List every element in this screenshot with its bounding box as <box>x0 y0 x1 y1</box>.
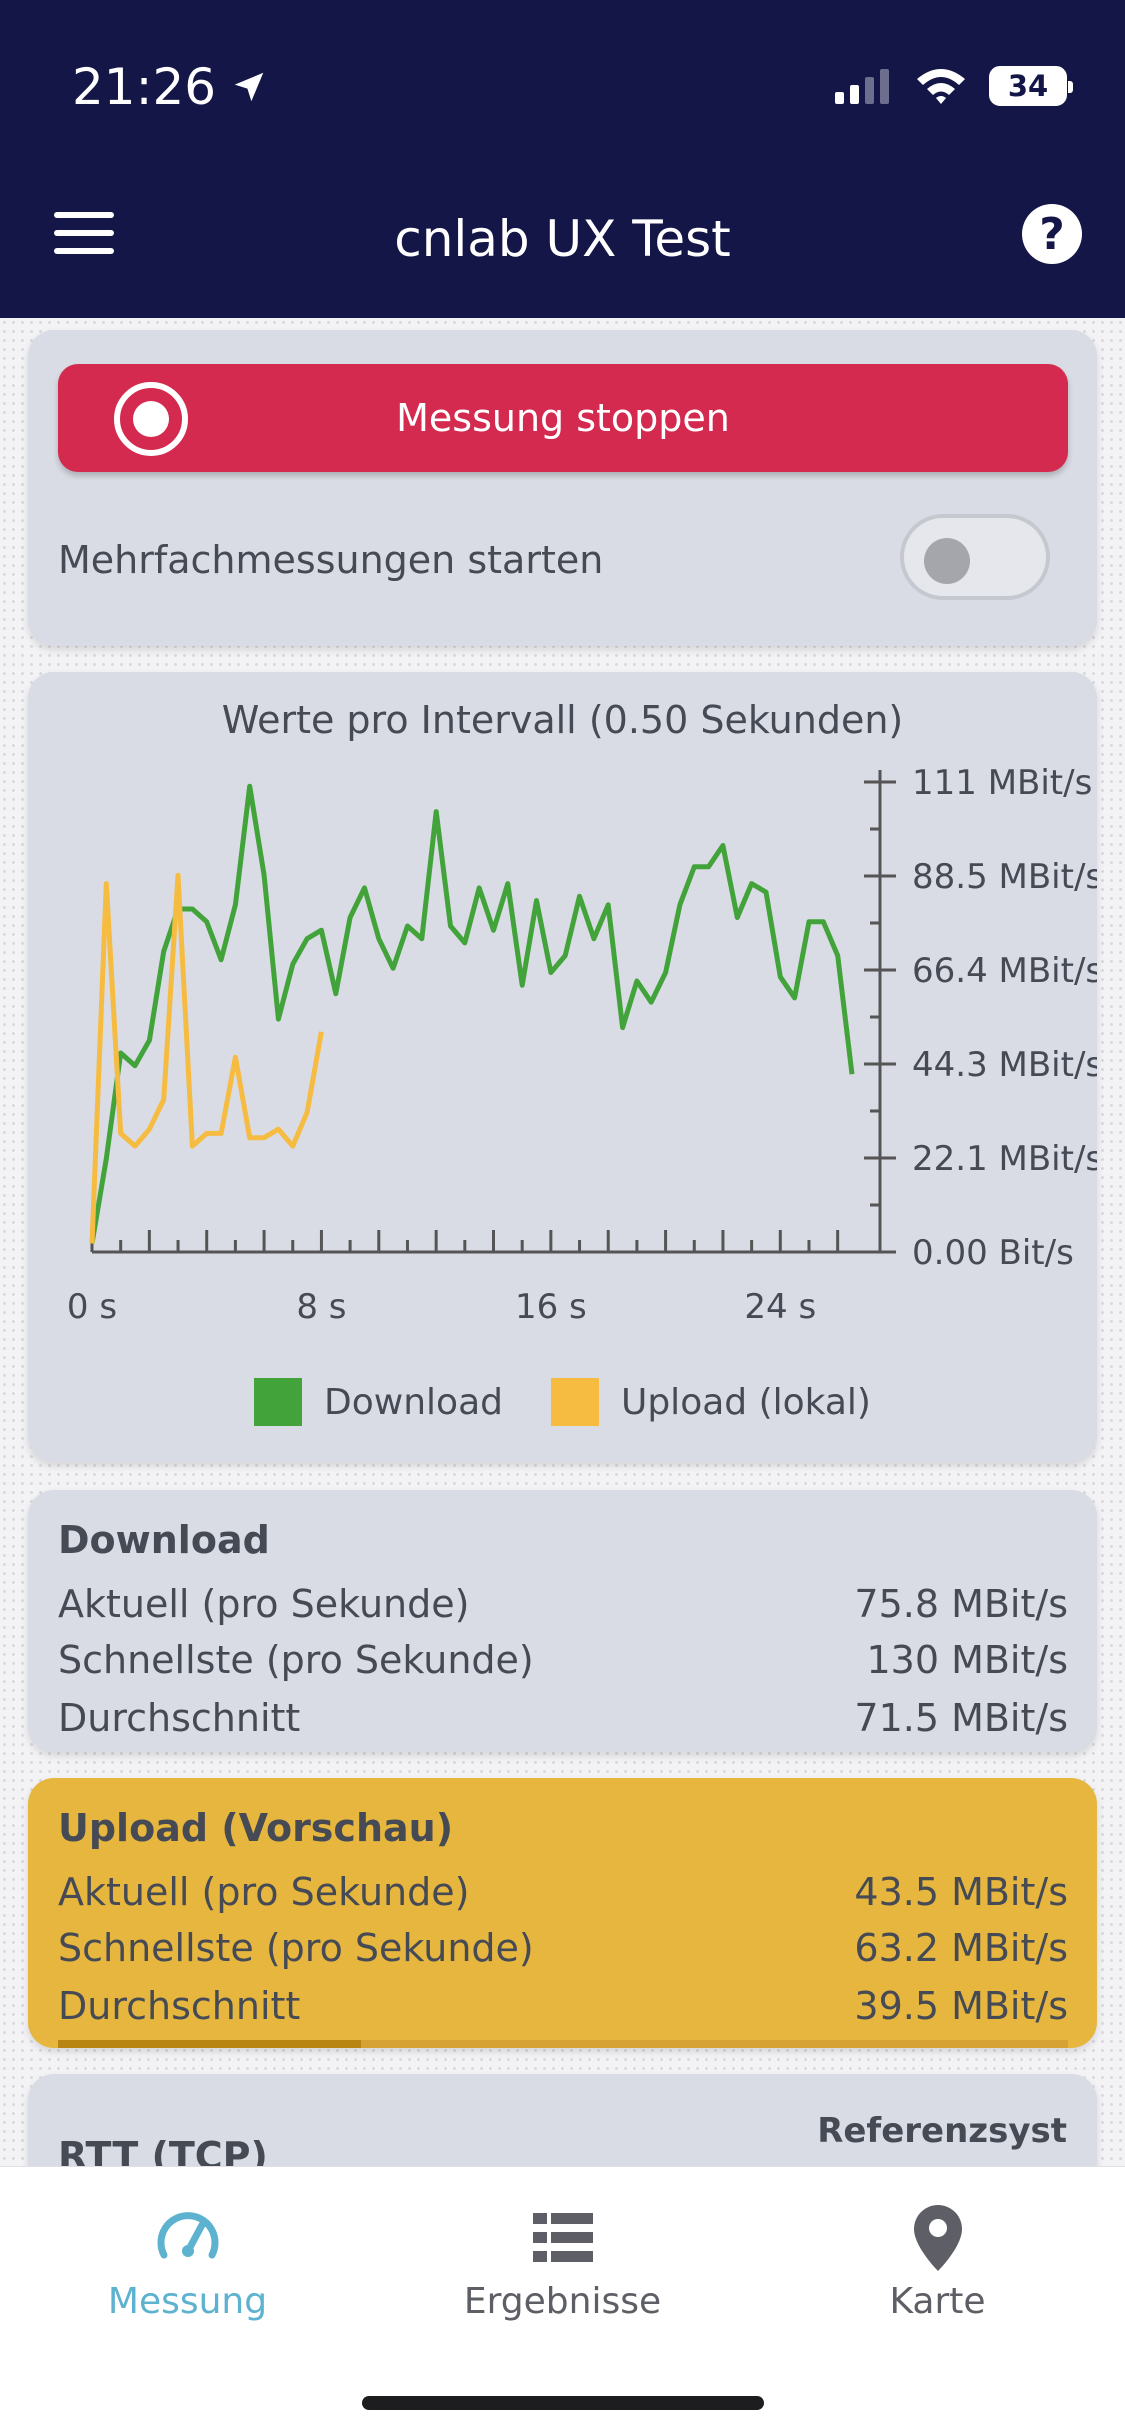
download-average-row: Durchschnitt 71.5 MBit/s <box>58 1696 1068 1740</box>
download-title: Download <box>58 1518 270 1562</box>
upload-progress-fill <box>58 2040 361 2048</box>
download-fastest-row: Schnellste (pro Sekunde) 130 MBit/s <box>58 1638 1068 1682</box>
legend-download-swatch <box>254 1378 303 1426</box>
tab-messung-label: Messung <box>107 2281 268 2322</box>
y-tick-label: 88.5 MBit/s <box>912 857 1097 897</box>
help-icon[interactable]: ? <box>1022 204 1082 264</box>
upload-stats-card: Upload (Vorschau) Aktuell (pro Sekunde) 4… <box>28 1778 1097 2048</box>
chart-title: Werte pro Intervall (0.50 Sekunden) <box>221 698 904 742</box>
y-tick-label: 44.3 MBit/s <box>912 1045 1097 1085</box>
menu-icon[interactable] <box>54 212 114 256</box>
stop-measurement-button[interactable]: Messung stoppen <box>58 364 1068 472</box>
download-stats-card: Download Aktuell (pro Sekunde) 75.8 MBit/… <box>28 1490 1097 1752</box>
speedometer-icon <box>157 2212 218 2259</box>
cellular-signal-icon <box>835 69 889 104</box>
x-tick-label: 16 s <box>515 1287 587 1327</box>
multi-measurement-label: Mehrfachmessungen starten <box>58 538 604 582</box>
record-icon <box>114 382 188 456</box>
y-tick-label: 0.00 Bit/s <box>912 1233 1074 1273</box>
throughput-chart: 0 s 8 s 16 s 24 s 0.00 Bit/s 22.1 MBit/s 44.3 … <box>67 763 1097 1327</box>
app-title: cnlab UX Test <box>394 210 731 268</box>
legend-upload-swatch <box>550 1378 599 1426</box>
y-tick-label: 111 MBit/s <box>912 763 1092 803</box>
measurement-control-card: Messung stoppen Mehrfachmessungen starte… <box>28 330 1097 646</box>
upload-average-row: Durchschnitt 39.5 MBit/s <box>58 1984 1068 2028</box>
upload-current-row: Aktuell (pro Sekunde) 43.5 MBit/s <box>58 1870 1068 1914</box>
legend-download: Download <box>254 1378 503 1426</box>
toggle-knob <box>924 538 970 584</box>
location-arrow-icon <box>234 72 264 102</box>
wifi-icon <box>917 69 965 104</box>
multi-measurement-toggle[interactable] <box>900 514 1050 600</box>
map-pin-icon <box>913 2205 962 2271</box>
upload-fastest-row: Schnellste (pro Sekunde) 63.2 MBit/s <box>58 1926 1068 1970</box>
app-header: 21:26 34 cnlab UX Test ? <box>0 0 1125 318</box>
series-line-0 <box>89 783 855 1244</box>
x-tick-label: 0 s <box>67 1287 117 1327</box>
list-icon <box>532 2213 593 2262</box>
legend-upload: Upload (lokal) <box>550 1378 871 1426</box>
tab-messung[interactable]: Messung <box>0 2201 375 2322</box>
series-line-1 <box>89 872 324 1244</box>
status-bar-time: 21:26 <box>72 58 268 116</box>
tab-ergebnisse[interactable]: Ergebnisse <box>375 2201 750 2322</box>
battery-icon: 34 <box>989 66 1073 106</box>
chart-card: Werte pro Intervall (0.50 Sekunden) 0 s 8… <box>28 672 1097 1462</box>
x-tick-label: 24 s <box>744 1287 816 1327</box>
reference-system-label: Referenzsystem <box>817 2111 1067 2197</box>
y-tick-label: 66.4 MBit/s <box>912 951 1097 991</box>
upload-title: Upload (Vorschau) <box>58 1806 454 1850</box>
upload-progress-bar <box>58 2040 1068 2048</box>
tab-karte-label: Karte <box>889 2281 986 2322</box>
tab-karte[interactable]: Karte <box>750 2201 1125 2322</box>
status-bar-icons: 34 <box>833 66 1073 106</box>
y-tick-label: 22.1 MBit/s <box>912 1139 1097 1179</box>
download-current-row: Aktuell (pro Sekunde) 75.8 MBit/s <box>58 1582 1068 1626</box>
bottom-tab-bar: Messung Ergebnisse Karte <box>0 2166 1125 2436</box>
x-tick-label: 8 s <box>296 1287 346 1327</box>
tab-ergebnisse-label: Ergebnisse <box>463 2281 662 2322</box>
chart-legend: Download Upload (lokal) <box>28 1378 1097 1426</box>
home-indicator <box>362 2396 764 2410</box>
